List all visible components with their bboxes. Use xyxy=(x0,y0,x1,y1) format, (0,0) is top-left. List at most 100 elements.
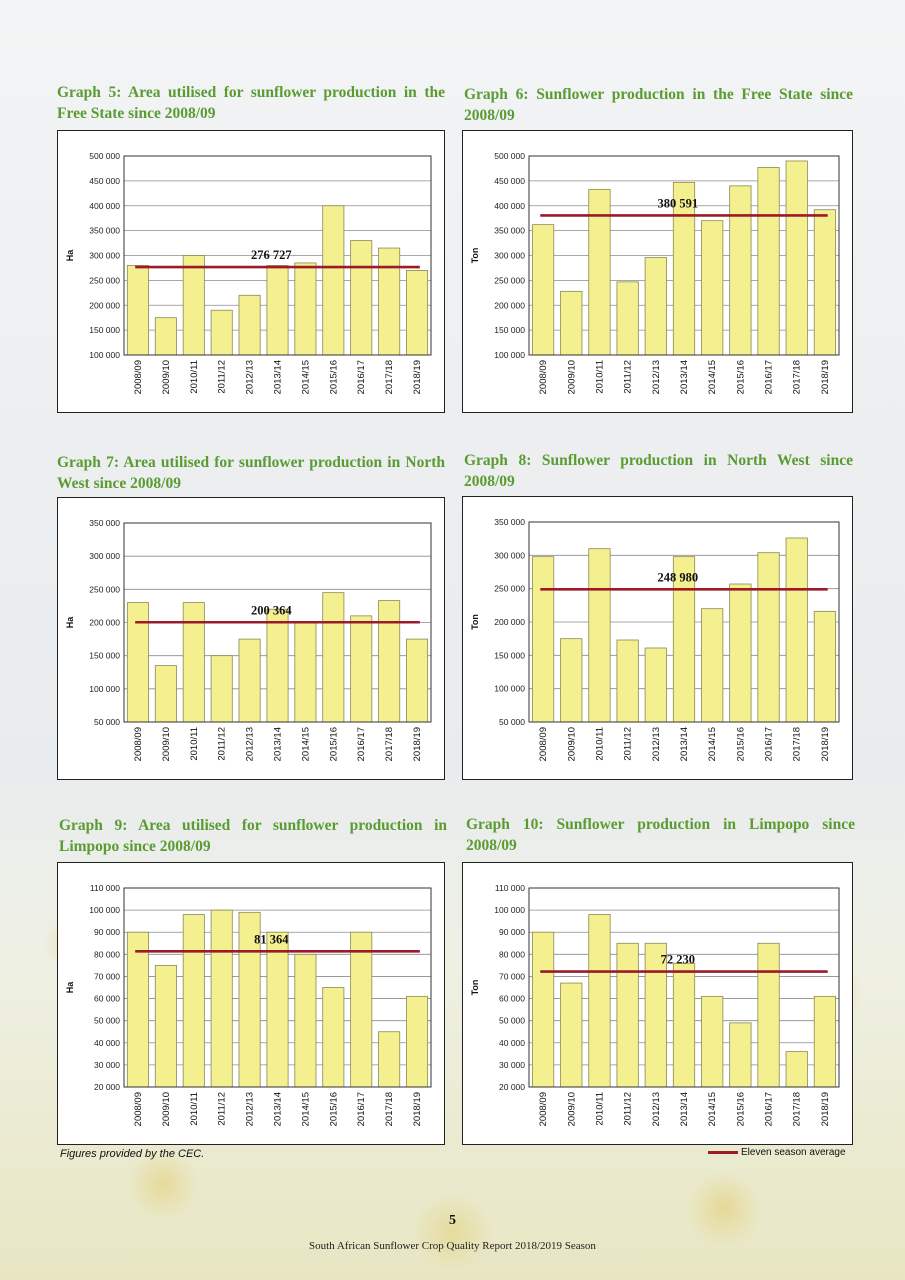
bar xyxy=(350,240,373,356)
y-tick-label: 300 000 xyxy=(89,251,120,261)
graph-6-title: Graph 6: Sunflower production in the Fre… xyxy=(464,86,853,124)
bar xyxy=(785,1051,808,1088)
y-tick-label: 80 000 xyxy=(94,949,120,959)
bar xyxy=(126,602,149,723)
y-tick-label: 200 000 xyxy=(494,617,525,627)
graph-7-title: Graph 7: Area utilised for sunflower pro… xyxy=(57,454,445,492)
x-tick-label: 2018/19 xyxy=(820,1092,831,1126)
bar xyxy=(350,615,373,723)
x-tick-label: 2017/18 xyxy=(792,1092,803,1126)
bar xyxy=(813,610,837,723)
bar xyxy=(294,262,317,356)
x-tick-label: 2008/09 xyxy=(538,1092,549,1126)
x-tick-label: 2015/16 xyxy=(735,360,746,394)
y-tick-label: 90 000 xyxy=(94,927,120,937)
y-axis-label: Ton xyxy=(470,614,480,630)
plot-area-frame xyxy=(528,521,840,723)
x-tick-label: 2008/09 xyxy=(133,727,144,761)
y-tick-label: 100 000 xyxy=(494,905,525,915)
bar xyxy=(616,639,639,723)
graph-10-chart: 20 000 30 000 40 000 50 000 60 000 70 000 80 0… xyxy=(462,862,853,1145)
y-tick-label: 100 000 xyxy=(494,350,525,360)
y-tick-label: 90 000 xyxy=(499,927,525,937)
bar xyxy=(406,638,429,723)
bar xyxy=(701,220,724,356)
y-tick-label: 500 000 xyxy=(89,151,120,161)
bar xyxy=(238,294,261,356)
y-tick-label: 150 000 xyxy=(89,651,120,661)
graph-7-chart: 50 000 100 000 150 000 200 000 250 000 300 00… xyxy=(57,497,445,780)
y-axis-label: Ton xyxy=(470,248,480,264)
bar xyxy=(182,914,205,1088)
y-tick-label: 200 000 xyxy=(494,300,525,310)
y-axis-label: Ha xyxy=(65,616,75,628)
bar xyxy=(729,1022,752,1088)
x-tick-label: 2014/15 xyxy=(300,727,311,761)
graph-9-plot: 20 000 30 000 40 000 50 000 60 000 70 000 80 0… xyxy=(65,883,432,1126)
x-tick-label: 2011/12 xyxy=(623,360,634,394)
x-tick-label: 2016/17 xyxy=(356,727,367,761)
y-tick-label: 60 000 xyxy=(499,994,525,1004)
y-tick-label: 40 000 xyxy=(94,1038,120,1048)
bar xyxy=(266,265,289,356)
y-tick-label: 250 000 xyxy=(494,584,525,594)
bar xyxy=(757,942,780,1088)
x-tick-label: 2011/12 xyxy=(217,360,228,394)
x-tick-label: 2011/12 xyxy=(217,1092,228,1126)
bar xyxy=(757,552,780,723)
legend-average-swatch xyxy=(708,1151,738,1154)
bar xyxy=(154,665,177,723)
average-value-label: 81 364 xyxy=(254,932,289,946)
y-tick-label: 70 000 xyxy=(499,971,525,981)
x-tick-label: 2018/19 xyxy=(412,1092,423,1126)
x-tick-label: 2010/11 xyxy=(189,727,200,761)
x-tick-label: 2010/11 xyxy=(594,360,605,394)
graph-7-plot: 50 000 100 000 150 000 200 000 250 000 300 00… xyxy=(65,518,432,761)
y-tick-label: 100 000 xyxy=(89,905,120,915)
bar xyxy=(182,602,205,723)
bar xyxy=(531,224,555,356)
bar xyxy=(644,647,667,723)
bar xyxy=(322,205,345,356)
page-number: 5 xyxy=(449,1213,456,1228)
chart-legend: Eleven season average xyxy=(708,1147,846,1158)
bar xyxy=(813,995,837,1088)
bar xyxy=(616,942,639,1088)
graph-6-plot: 100 000 150 000 200 000 250 000 300 000 350 0… xyxy=(470,151,840,394)
y-tick-label: 450 000 xyxy=(89,176,120,186)
bar xyxy=(406,270,429,356)
x-tick-label: 2018/19 xyxy=(412,360,423,394)
x-tick-label: 2015/16 xyxy=(735,1092,746,1126)
y-tick-label: 250 000 xyxy=(89,584,120,594)
x-tick-label: 2015/16 xyxy=(328,1092,339,1126)
average-value-label: 72 230 xyxy=(661,953,695,967)
x-tick-label: 2014/15 xyxy=(300,1092,311,1126)
bar xyxy=(210,655,233,723)
y-tick-label: 250 000 xyxy=(89,275,120,285)
bar xyxy=(322,592,345,723)
bar xyxy=(378,1031,401,1088)
x-tick-label: 2008/09 xyxy=(538,727,549,761)
plot-area-frame xyxy=(528,887,840,1088)
y-tick-label: 100 000 xyxy=(89,350,120,360)
y-tick-label: 20 000 xyxy=(94,1082,120,1092)
y-tick-label: 150 000 xyxy=(89,325,120,335)
graph-10-title: Graph 10: Sunflower production in Limpop… xyxy=(466,816,855,854)
graph-8-plot: 50 000 100 000 150 000 200 000 250 000 300 00… xyxy=(470,517,840,761)
graph-5-title: Graph 5: Area utilised for sunflower pro… xyxy=(57,84,445,122)
x-tick-label: 2017/18 xyxy=(384,360,395,394)
x-tick-label: 2012/13 xyxy=(245,360,256,394)
y-tick-label: 50 000 xyxy=(94,1016,120,1026)
graph-5-chart: 100 000 150 000 200 000 250 000 300 000 350 0… xyxy=(57,130,445,413)
y-tick-label: 150 000 xyxy=(494,650,525,660)
x-tick-label: 2009/10 xyxy=(566,360,577,394)
y-tick-label: 200 000 xyxy=(89,300,120,310)
y-tick-label: 400 000 xyxy=(494,201,525,211)
average-value-label: 200 364 xyxy=(251,603,292,617)
x-tick-label: 2013/14 xyxy=(679,1092,690,1126)
x-tick-label: 2008/09 xyxy=(538,360,549,394)
x-tick-label: 2010/11 xyxy=(594,727,605,761)
x-tick-label: 2015/16 xyxy=(735,727,746,761)
x-tick-label: 2018/19 xyxy=(820,360,831,394)
y-tick-label: 150 000 xyxy=(494,325,525,335)
